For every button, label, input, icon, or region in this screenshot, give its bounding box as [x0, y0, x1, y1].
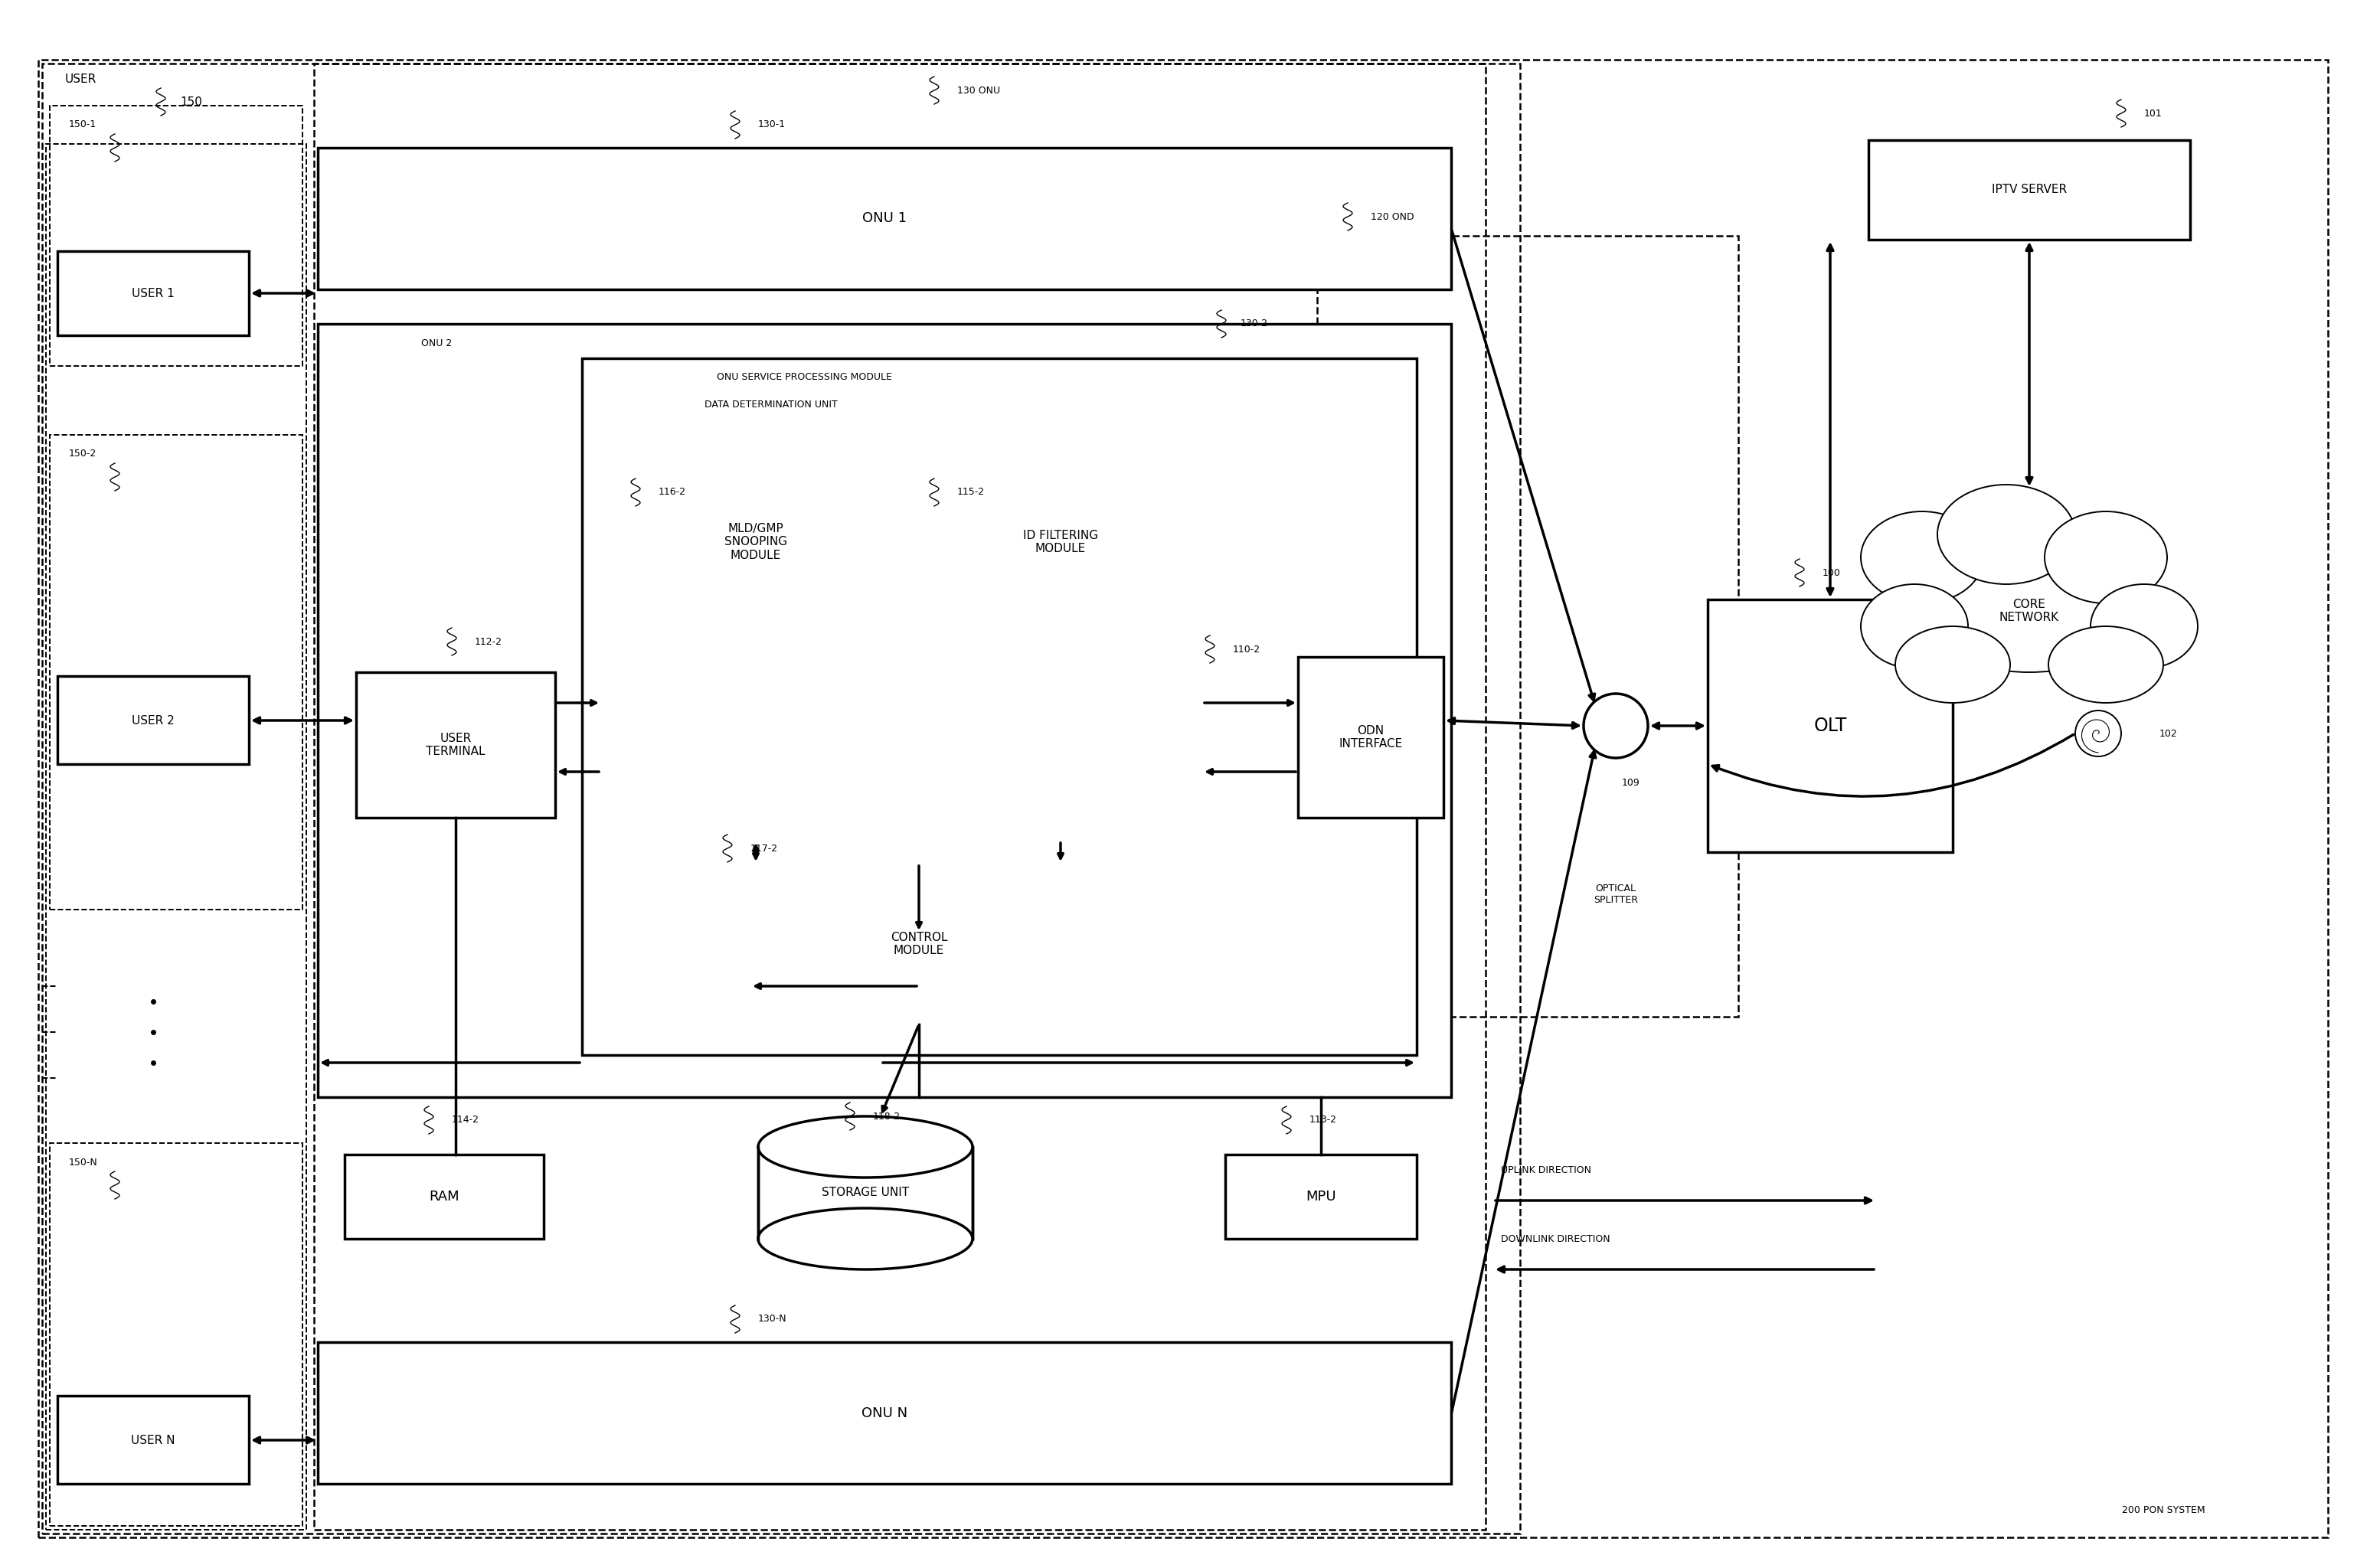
- FancyBboxPatch shape: [357, 673, 555, 817]
- Text: 150-2: 150-2: [69, 448, 98, 459]
- Text: ODN
INTERFACE: ODN INTERFACE: [1340, 724, 1402, 750]
- Circle shape: [1583, 693, 1647, 757]
- Text: ONU SERVICE PROCESSING MODULE: ONU SERVICE PROCESSING MODULE: [716, 373, 892, 383]
- Text: UPLINK DIRECTION: UPLINK DIRECTION: [1502, 1165, 1592, 1174]
- FancyBboxPatch shape: [583, 359, 1416, 1055]
- Text: 114-2: 114-2: [452, 1115, 478, 1126]
- FancyBboxPatch shape: [57, 676, 250, 764]
- Ellipse shape: [759, 1209, 973, 1270]
- Text: USER N: USER N: [131, 1435, 176, 1446]
- Text: 130 ONU: 130 ONU: [957, 85, 1000, 96]
- Ellipse shape: [2049, 626, 2163, 702]
- Text: IPTV SERVER: IPTV SERVER: [1992, 183, 2066, 196]
- Text: MLD/GMP
SNOOPING
MODULE: MLD/GMP SNOOPING MODULE: [724, 524, 788, 561]
- Text: OPTICAL
SPLITTER: OPTICAL SPLITTER: [1595, 883, 1637, 905]
- Text: CORE
NETWORK: CORE NETWORK: [1999, 599, 2059, 624]
- Text: MPU: MPU: [1307, 1190, 1335, 1204]
- Text: 150-N: 150-N: [69, 1157, 98, 1167]
- FancyBboxPatch shape: [759, 1146, 973, 1239]
- FancyBboxPatch shape: [319, 1342, 1452, 1483]
- FancyBboxPatch shape: [57, 1396, 250, 1483]
- Ellipse shape: [1861, 585, 1968, 668]
- Text: 200 PON SYSTEM: 200 PON SYSTEM: [2123, 1505, 2206, 1516]
- Text: ONU 1: ONU 1: [862, 212, 907, 226]
- FancyBboxPatch shape: [319, 147, 1452, 290]
- Ellipse shape: [2090, 585, 2197, 668]
- Text: 130-N: 130-N: [759, 1314, 788, 1323]
- FancyBboxPatch shape: [1709, 599, 1952, 851]
- Text: USER: USER: [64, 74, 98, 85]
- Ellipse shape: [1894, 626, 2011, 702]
- FancyBboxPatch shape: [57, 251, 250, 336]
- Ellipse shape: [1937, 485, 2075, 585]
- Circle shape: [2075, 710, 2121, 756]
- Text: OLT: OLT: [1814, 717, 1847, 735]
- Text: 120 OND: 120 OND: [1371, 212, 1414, 221]
- Text: 101: 101: [2144, 108, 2163, 118]
- Text: DOWNLINK DIRECTION: DOWNLINK DIRECTION: [1502, 1234, 1611, 1243]
- Text: CONTROL
MODULE: CONTROL MODULE: [890, 931, 947, 956]
- Text: USER
TERMINAL: USER TERMINAL: [426, 732, 486, 757]
- Text: ID FILTERING
MODULE: ID FILTERING MODULE: [1023, 530, 1097, 555]
- Text: 113-2: 113-2: [1309, 1115, 1338, 1126]
- Text: DATA DETERMINATION UNIT: DATA DETERMINATION UNIT: [704, 400, 838, 409]
- Text: USER 1: USER 1: [131, 287, 174, 299]
- FancyBboxPatch shape: [319, 325, 1452, 1098]
- FancyBboxPatch shape: [1297, 657, 1442, 817]
- Text: STORAGE UNIT: STORAGE UNIT: [821, 1187, 909, 1198]
- Text: ONU N: ONU N: [862, 1406, 907, 1421]
- Text: 130-2: 130-2: [1240, 318, 1269, 329]
- Text: 150: 150: [181, 96, 202, 108]
- Text: 130-1: 130-1: [759, 119, 785, 130]
- FancyBboxPatch shape: [1868, 140, 2190, 240]
- Text: 115-2: 115-2: [957, 488, 985, 497]
- Ellipse shape: [1906, 519, 2152, 673]
- Ellipse shape: [2044, 511, 2168, 604]
- Ellipse shape: [1861, 511, 1983, 604]
- Text: RAM: RAM: [428, 1190, 459, 1204]
- Ellipse shape: [759, 1116, 973, 1178]
- Text: 109: 109: [1623, 778, 1640, 789]
- FancyBboxPatch shape: [1226, 1154, 1416, 1239]
- Text: 150-1: 150-1: [69, 119, 98, 130]
- FancyBboxPatch shape: [345, 1154, 543, 1239]
- Text: 118-2: 118-2: [873, 1112, 900, 1121]
- Text: 117-2: 117-2: [750, 844, 778, 853]
- Text: 110-2: 110-2: [1233, 644, 1261, 654]
- Text: 102: 102: [2159, 729, 2178, 739]
- Text: 100: 100: [1823, 568, 1840, 577]
- Text: ONU 2: ONU 2: [421, 339, 452, 348]
- Text: 116-2: 116-2: [659, 488, 685, 497]
- Text: USER 2: USER 2: [131, 715, 174, 726]
- Text: 112-2: 112-2: [474, 637, 502, 646]
